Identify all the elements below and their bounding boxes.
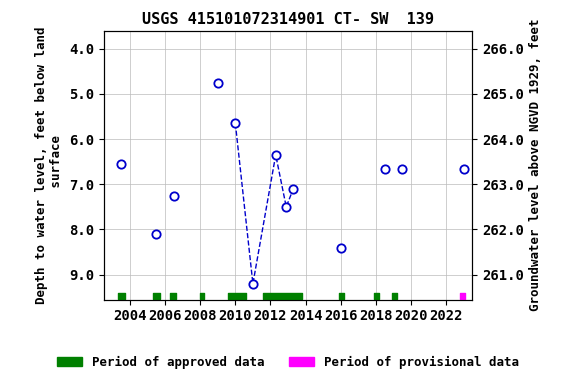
Title: USGS 415101072314901 CT- SW  139: USGS 415101072314901 CT- SW 139	[142, 12, 434, 27]
Y-axis label: Groundwater level above NGVD 1929, feet: Groundwater level above NGVD 1929, feet	[529, 19, 543, 311]
Y-axis label: Depth to water level, feet below land
 surface: Depth to water level, feet below land su…	[35, 26, 63, 304]
Legend: Period of approved data, Period of provisional data: Period of approved data, Period of provi…	[52, 351, 524, 374]
